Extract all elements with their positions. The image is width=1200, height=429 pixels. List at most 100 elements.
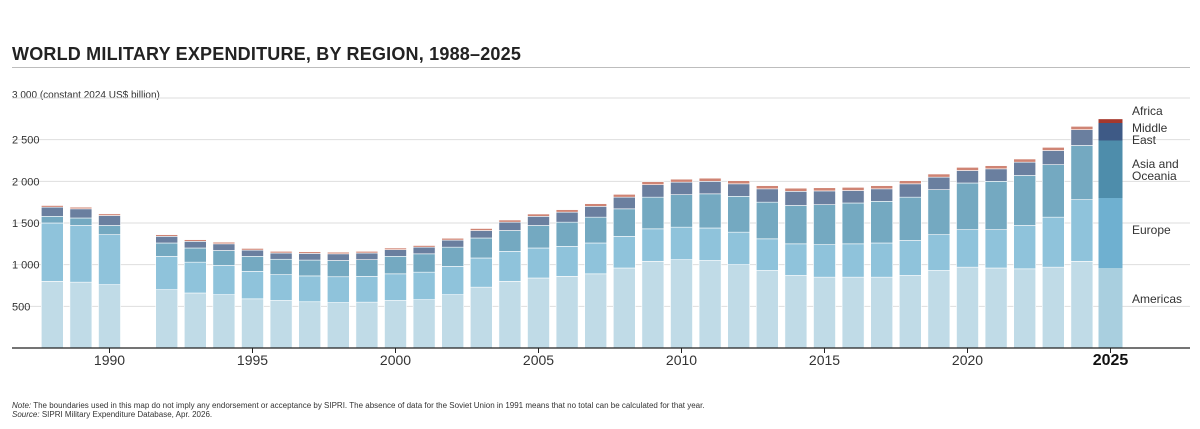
bar-segment	[40, 206, 64, 217]
x-tick-label: 1990	[94, 352, 125, 368]
bar-segment	[813, 190, 836, 205]
bar-segment	[527, 277, 550, 349]
bar-segment	[727, 264, 751, 349]
bar-segment	[841, 276, 865, 349]
bar-segment	[298, 275, 322, 303]
bar-segment	[241, 256, 264, 272]
bar-segment	[384, 247, 407, 250]
bar-segment	[698, 227, 722, 261]
x-tick-label: 2020	[952, 352, 983, 368]
bar-segment	[155, 234, 178, 237]
bar-segment	[841, 243, 865, 278]
bar-segment	[755, 201, 779, 240]
bar-segment	[1098, 268, 1123, 348]
bar-segment	[727, 196, 751, 233]
legend-label: Europe	[1132, 223, 1171, 237]
bar-segment	[298, 301, 322, 349]
y-axis-unit-label: 3 000 (constant 2024 US$ billion)	[12, 90, 160, 101]
note-text: The boundaries used in this map do not i…	[33, 401, 705, 410]
bar-segment	[184, 241, 207, 249]
bar-segment	[1070, 199, 1094, 262]
bar-segment	[412, 299, 436, 349]
bar-segment	[927, 270, 951, 349]
bar-segment	[469, 228, 493, 231]
bar-segment	[527, 247, 550, 279]
bar-segment	[612, 267, 636, 349]
y-axis-unit: (constant 2024 US$ billion)	[39, 90, 160, 101]
bar-segment	[784, 191, 808, 206]
bar-segment	[784, 205, 808, 245]
x-tick-label: 2015	[809, 352, 840, 368]
bar-segment	[384, 300, 407, 349]
bar-segment	[1070, 126, 1094, 130]
bar-segment	[98, 213, 121, 216]
bar-segment	[98, 215, 121, 226]
bar-segment	[698, 260, 722, 349]
bar-segment	[898, 196, 922, 241]
bar-segment	[326, 253, 350, 261]
bar-segment	[727, 183, 751, 197]
bar-segment	[727, 180, 751, 185]
bar-segment	[956, 266, 979, 349]
bar-segment	[355, 259, 379, 277]
bar-segment	[1070, 145, 1094, 200]
y-tick-label: 2 000	[12, 176, 40, 188]
bar-segment	[326, 276, 350, 303]
bar-segment	[641, 181, 665, 185]
bar-segment	[670, 259, 693, 349]
bar-segment	[555, 221, 579, 247]
bar-segment	[1013, 158, 1037, 163]
bar-segment	[355, 301, 379, 349]
bar-segment	[527, 216, 550, 226]
bar-segment	[612, 208, 636, 237]
bar-segment	[813, 204, 836, 245]
bar-segment	[612, 236, 636, 269]
bar-segment	[98, 225, 121, 235]
bar-segment	[870, 276, 894, 349]
bar-segment	[212, 250, 236, 266]
bar-segment	[384, 273, 407, 301]
bar-segment	[813, 244, 836, 278]
bar-segment	[441, 246, 465, 267]
bar-segment	[984, 168, 1008, 182]
bar-segment	[698, 177, 722, 182]
bar-segment	[326, 251, 350, 255]
legend-label: Middle East	[1132, 121, 1168, 147]
bar-segment	[584, 273, 608, 349]
bar-segment	[412, 253, 436, 273]
bar-segment	[1013, 268, 1037, 349]
bar-segment	[1070, 129, 1094, 146]
bar-segment	[412, 246, 436, 255]
bar-segment	[841, 187, 865, 191]
bar-segment	[1070, 261, 1094, 349]
bar-segment	[326, 302, 350, 349]
bar-segment	[755, 185, 779, 190]
bar-segment	[326, 260, 350, 278]
bar-segment	[1098, 198, 1123, 268]
bar-segment	[641, 184, 665, 198]
source-label: Source:	[12, 410, 40, 419]
bar-segment	[612, 194, 636, 198]
bar-segment	[412, 245, 436, 248]
bar-segment	[870, 242, 894, 278]
bar-segment	[698, 181, 722, 195]
bar-segment	[984, 181, 1008, 230]
bar-segment	[813, 187, 836, 192]
bar-segment	[898, 275, 922, 349]
bar-segment	[241, 249, 264, 257]
bar-segment	[498, 251, 522, 282]
bar-segment	[441, 294, 465, 349]
bar-segment	[984, 267, 1008, 349]
bar-segment	[841, 190, 865, 204]
bar-segment	[269, 258, 293, 275]
bar-segment	[241, 298, 264, 349]
bar-segment	[984, 229, 1008, 269]
bar-segment	[927, 173, 951, 178]
bar-segment	[384, 249, 407, 257]
bar-segment	[69, 225, 93, 283]
bar-segment	[527, 225, 550, 249]
x-tick-label: 1995	[237, 352, 268, 368]
bar-segment	[69, 217, 93, 226]
bar-segment	[698, 193, 722, 229]
bar-segment	[641, 196, 665, 230]
